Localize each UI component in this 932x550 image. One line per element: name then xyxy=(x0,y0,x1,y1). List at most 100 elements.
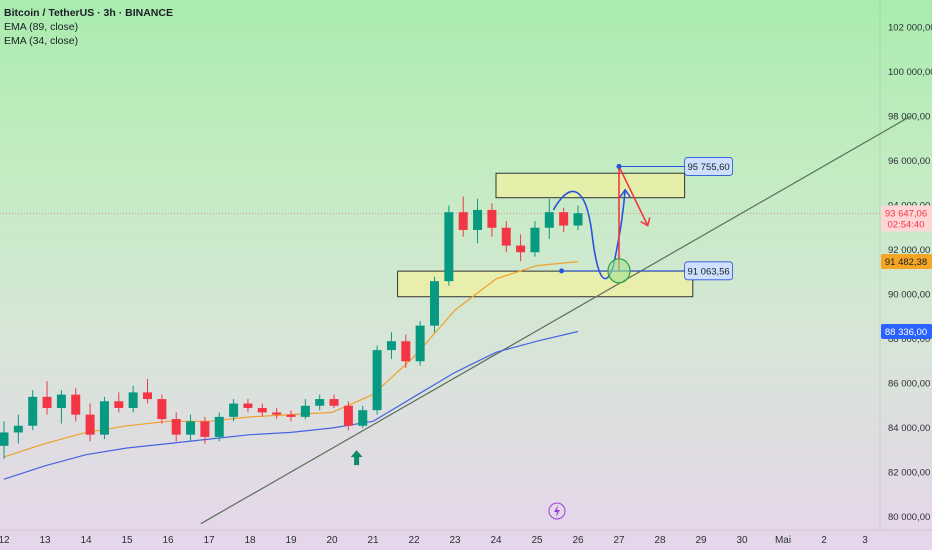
projection-curve-down xyxy=(552,190,614,280)
candle xyxy=(71,387,81,422)
price-tag-box-1 xyxy=(881,254,932,270)
x-tick-label: 30 xyxy=(736,535,748,546)
candle xyxy=(415,321,425,366)
price-tag-box-0 xyxy=(881,205,932,232)
candle xyxy=(243,399,253,413)
x-tick-label: 27 xyxy=(613,535,625,546)
candle xyxy=(214,412,224,442)
candle-body xyxy=(42,396,52,408)
candle xyxy=(473,198,483,244)
candle xyxy=(444,205,454,286)
trendline xyxy=(200,115,911,525)
candle-body xyxy=(386,341,396,351)
legend-ema34: EMA (34, close) xyxy=(4,35,79,47)
candle-body xyxy=(544,212,554,228)
x-tick-label: 14 xyxy=(80,535,92,546)
candle xyxy=(143,379,152,404)
candle xyxy=(559,207,569,233)
candle-body xyxy=(71,394,81,415)
candle-body xyxy=(487,209,497,228)
x-tick-label: 26 xyxy=(572,535,584,546)
candle-body xyxy=(559,212,569,226)
candle-body xyxy=(573,213,583,226)
candle-body xyxy=(28,396,38,426)
candle xyxy=(13,414,23,444)
x-tick-label: 20 xyxy=(326,535,338,546)
candle xyxy=(272,407,282,420)
y-tick-label: 80 000,00 xyxy=(888,512,930,523)
candle xyxy=(372,345,382,415)
x-tick-label: 12 xyxy=(0,535,10,546)
candle xyxy=(28,390,38,431)
y-tick-label: 84 000,00 xyxy=(888,423,930,434)
level-label-box-0 xyxy=(684,157,733,176)
candle-body xyxy=(300,405,310,417)
candle-body xyxy=(99,401,109,435)
chart-legend: Bitcoin / TetherUS · 3h · BINANCE EMA (8… xyxy=(4,6,173,48)
candle-body xyxy=(186,421,196,435)
x-tick-label: Mai xyxy=(775,535,791,546)
x-tick-label: 16 xyxy=(162,535,174,546)
projection-arrowhead-blue xyxy=(619,188,631,198)
candle-body xyxy=(56,394,66,408)
price-tag-box-2 xyxy=(881,324,932,340)
x-tick-label: 3 xyxy=(862,535,868,546)
candle-body xyxy=(430,281,439,326)
candle xyxy=(99,396,109,440)
candle-body xyxy=(143,392,152,400)
candle-body xyxy=(157,399,167,420)
candle xyxy=(430,276,439,333)
candle xyxy=(458,196,468,237)
price-tag-label-2: 88 336,00 xyxy=(885,327,927,338)
candle-body xyxy=(114,401,124,408)
candle-body xyxy=(444,212,454,282)
candle xyxy=(386,332,396,360)
candle xyxy=(114,392,124,413)
y-tick-label: 100 000,00 xyxy=(888,67,932,78)
y-tick-label: 86 000,00 xyxy=(888,379,930,390)
x-tick-label: 15 xyxy=(121,535,133,546)
candle-body xyxy=(200,421,210,437)
candle-body xyxy=(272,412,282,415)
candle xyxy=(573,205,583,230)
candle-body xyxy=(516,245,526,253)
candle xyxy=(85,403,95,442)
legend-ema89: EMA (89, close) xyxy=(4,21,79,33)
candle-body xyxy=(315,399,325,406)
candle-body xyxy=(171,419,181,435)
candle-body xyxy=(473,209,483,230)
candle xyxy=(157,394,167,424)
candle xyxy=(200,416,210,444)
candle-body xyxy=(372,350,382,411)
ema89-line xyxy=(3,330,579,480)
candle-body xyxy=(243,403,253,408)
x-tick-label: 25 xyxy=(531,535,543,546)
lightning-icon xyxy=(548,502,566,520)
candle-body xyxy=(85,414,95,435)
candle xyxy=(42,381,52,415)
x-tick-label: 21 xyxy=(367,535,379,546)
candle-body xyxy=(358,410,368,426)
candle-body xyxy=(0,432,9,446)
level-label-box-1 xyxy=(684,261,733,281)
candle xyxy=(516,234,526,262)
candle-body xyxy=(530,227,540,253)
candle xyxy=(343,401,353,431)
candle xyxy=(0,421,9,460)
up-arrow-icon xyxy=(350,450,363,466)
symbol-title: Bitcoin / TetherUS · 3h · BINANCE xyxy=(4,7,173,19)
candle-body xyxy=(329,399,339,406)
x-tick-label: 22 xyxy=(408,535,420,546)
candle-body xyxy=(501,227,511,246)
y-tick-label: 96 000,00 xyxy=(888,156,930,167)
candle-body xyxy=(13,425,23,433)
zone-rect-0 xyxy=(495,172,686,199)
candle xyxy=(56,390,66,424)
lightning-bolt xyxy=(554,505,560,517)
y-tick-label: 90 000,00 xyxy=(888,290,930,301)
level-label-1: 91 063,56 xyxy=(687,266,729,277)
x-tick-label: 24 xyxy=(490,535,502,546)
candle xyxy=(229,399,239,422)
